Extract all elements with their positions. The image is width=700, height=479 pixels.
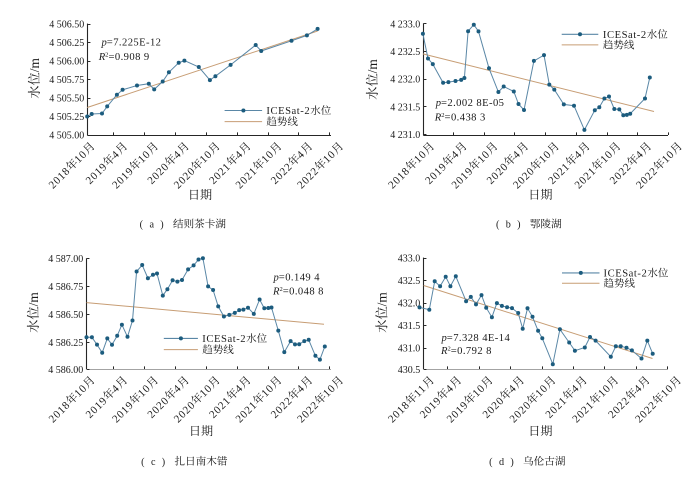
svg-text:(: ( bbox=[496, 220, 500, 231]
svg-text:R: R bbox=[440, 346, 448, 357]
svg-text:(: ( bbox=[489, 457, 493, 468]
svg-text:/m: /m bbox=[26, 292, 41, 307]
svg-text:): ) bbox=[162, 457, 165, 468]
svg-text:432.0: 432.0 bbox=[398, 299, 421, 310]
svg-text:R: R bbox=[434, 112, 442, 123]
svg-text:(: ( bbox=[141, 457, 145, 468]
svg-text:p: p bbox=[101, 38, 107, 49]
svg-text:=7.225E-12: =7.225E-12 bbox=[107, 38, 162, 49]
svg-text:ICESat-2: ICESat-2 bbox=[266, 106, 310, 117]
svg-text:=7.328 4E-14: =7.328 4E-14 bbox=[447, 333, 511, 344]
svg-text:431.0: 431.0 bbox=[398, 344, 421, 355]
svg-text:ICESat-2: ICESat-2 bbox=[603, 30, 647, 41]
svg-text:d: d bbox=[499, 457, 504, 468]
svg-text:=2.002 8E-05: =2.002 8E-05 bbox=[441, 98, 504, 109]
svg-text:2: 2 bbox=[441, 112, 444, 119]
svg-text:=0.149 4: =0.149 4 bbox=[279, 273, 320, 284]
svg-text:4 586.00: 4 586.00 bbox=[48, 365, 83, 376]
svg-text:4 505.00: 4 505.00 bbox=[49, 131, 84, 142]
svg-text:=0.908 9: =0.908 9 bbox=[108, 52, 149, 63]
svg-text:431.5: 431.5 bbox=[398, 321, 421, 332]
svg-text:4 506.25: 4 506.25 bbox=[49, 38, 84, 49]
svg-text:(: ( bbox=[140, 220, 144, 231]
svg-text:R: R bbox=[272, 286, 280, 297]
svg-text:p: p bbox=[273, 273, 279, 284]
svg-text:4 231.0: 4 231.0 bbox=[390, 130, 420, 141]
svg-text:433.0: 433.0 bbox=[398, 254, 421, 265]
svg-text:): ) bbox=[160, 220, 163, 231]
svg-text:4 586.25: 4 586.25 bbox=[48, 338, 83, 349]
svg-text:): ) bbox=[517, 220, 520, 231]
svg-text:4 505.75: 4 505.75 bbox=[49, 75, 84, 86]
svg-text:2: 2 bbox=[447, 346, 450, 353]
svg-text:4 586.75: 4 586.75 bbox=[48, 282, 83, 293]
svg-text:430.5: 430.5 bbox=[398, 365, 421, 376]
svg-text:=0.438 3: =0.438 3 bbox=[445, 112, 486, 123]
svg-text:2: 2 bbox=[279, 286, 282, 293]
svg-text:/m: /m bbox=[27, 58, 42, 73]
svg-text:=0.048 8: =0.048 8 bbox=[283, 286, 324, 297]
svg-text:4 232.0: 4 232.0 bbox=[390, 75, 420, 86]
svg-text:4 231.5: 4 231.5 bbox=[390, 102, 420, 113]
svg-text:4 233.0: 4 233.0 bbox=[390, 19, 420, 30]
svg-text:b: b bbox=[506, 220, 511, 231]
svg-text:2: 2 bbox=[105, 52, 108, 59]
svg-text:=0.792 8: =0.792 8 bbox=[451, 346, 492, 357]
svg-text:/m: /m bbox=[374, 292, 389, 307]
svg-text:): ) bbox=[510, 457, 513, 468]
svg-text:ICESat-2: ICESat-2 bbox=[604, 269, 648, 280]
svg-text:4 587.00: 4 587.00 bbox=[48, 254, 83, 265]
svg-text:R: R bbox=[98, 52, 106, 63]
svg-text:p: p bbox=[441, 333, 447, 344]
svg-text:a: a bbox=[149, 220, 154, 231]
svg-text:4 505.25: 4 505.25 bbox=[49, 112, 84, 123]
svg-text:ICESat-2: ICESat-2 bbox=[202, 334, 246, 345]
svg-text:4 232.5: 4 232.5 bbox=[390, 47, 420, 58]
svg-text:/m: /m bbox=[365, 59, 380, 74]
svg-text:c: c bbox=[151, 457, 156, 468]
svg-text:4 506.50: 4 506.50 bbox=[49, 19, 84, 30]
svg-text:4 506.00: 4 506.00 bbox=[49, 57, 84, 68]
svg-text:4 586.50: 4 586.50 bbox=[48, 310, 83, 321]
svg-text:432.5: 432.5 bbox=[398, 276, 421, 287]
svg-text:p: p bbox=[435, 98, 441, 109]
svg-text:4 505.50: 4 505.50 bbox=[49, 94, 84, 105]
